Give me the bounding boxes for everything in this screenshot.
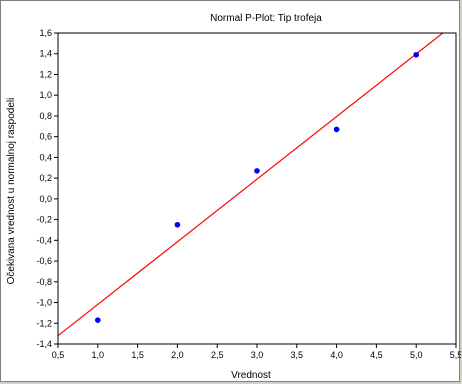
y-tick-label: 1,4 — [39, 49, 52, 59]
x-tick-label: 1,5 — [131, 350, 144, 360]
data-point — [95, 317, 101, 323]
data-point — [254, 168, 260, 174]
x-tick-label: 3,5 — [291, 350, 304, 360]
x-tick-label: 5,5 — [450, 350, 461, 360]
data-point — [413, 51, 420, 58]
y-tick-label: 0,4 — [39, 152, 52, 162]
y-tick-label: -0,8 — [36, 277, 52, 287]
y-tick-label: -1,4 — [36, 339, 52, 349]
y-tick-label: 0,8 — [39, 111, 52, 121]
x-tick-label: 2,0 — [171, 350, 184, 360]
x-tick-label: 3,0 — [251, 350, 264, 360]
x-tick-label: 2,5 — [211, 350, 224, 360]
reference-line — [58, 33, 444, 337]
y-axis-label: Očekivana vrednost u normalnoj raspodeli — [6, 98, 17, 285]
plot-area-frame — [57, 32, 457, 345]
data-point — [333, 126, 340, 133]
x-tick-label: 1,0 — [92, 350, 105, 360]
x-tick-label: 4,0 — [330, 350, 343, 360]
y-tick-label: -1,0 — [36, 298, 52, 308]
y-tick-label: 1,0 — [39, 90, 52, 100]
y-tick-label: -0,6 — [36, 256, 52, 266]
y-tick-label: 0,2 — [39, 173, 52, 183]
x-tick-label: 0,5 — [52, 350, 65, 360]
y-tick-label: 1,6 — [39, 28, 52, 38]
y-tick-label: -0,4 — [36, 235, 52, 245]
x-axis-label: Vrednost — [231, 370, 271, 381]
y-tick-label: 0,6 — [39, 132, 52, 142]
x-tick-label: 4,5 — [370, 350, 383, 360]
x-tick-label: 5,0 — [410, 350, 423, 360]
data-point — [174, 221, 181, 228]
y-tick-label: -0,2 — [36, 215, 52, 225]
chart-title: Normal P-Plot: Tip trofeja — [210, 13, 322, 24]
y-tick-label: 0,0 — [39, 194, 52, 204]
y-axis-ticks: 1,6 1,4 1,2 1,0 0,8 0,6 0,4 0,2 0,0 -0,2 -0,4 -0,6 -… — [36, 28, 58, 349]
y-tick-label: -1,2 — [36, 318, 52, 328]
x-axis-ticks: 0,5 1,0 1,5 2,0 2,5 3,0 3,5 4,0 4,5 5,0 5,5 — [52, 344, 461, 360]
y-tick-label: 1,2 — [39, 69, 52, 79]
